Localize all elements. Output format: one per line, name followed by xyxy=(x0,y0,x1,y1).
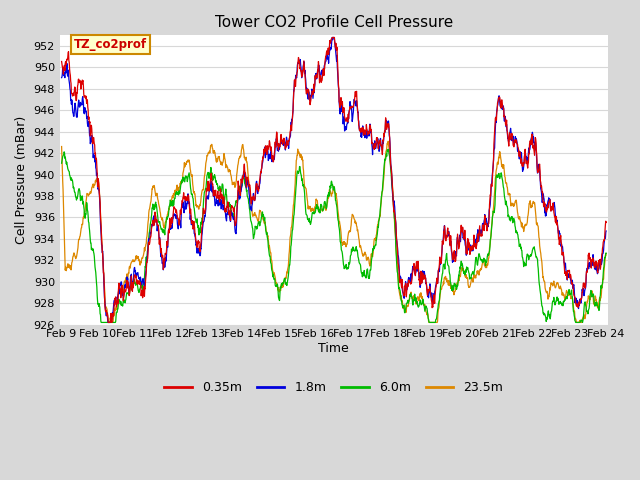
Legend: 0.35m, 1.8m, 6.0m, 23.5m: 0.35m, 1.8m, 6.0m, 23.5m xyxy=(159,376,508,399)
X-axis label: Time: Time xyxy=(319,342,349,355)
Title: Tower CO2 Profile Cell Pressure: Tower CO2 Profile Cell Pressure xyxy=(215,15,453,30)
Text: TZ_co2prof: TZ_co2prof xyxy=(74,38,147,51)
Y-axis label: Cell Pressure (mBar): Cell Pressure (mBar) xyxy=(15,116,28,244)
